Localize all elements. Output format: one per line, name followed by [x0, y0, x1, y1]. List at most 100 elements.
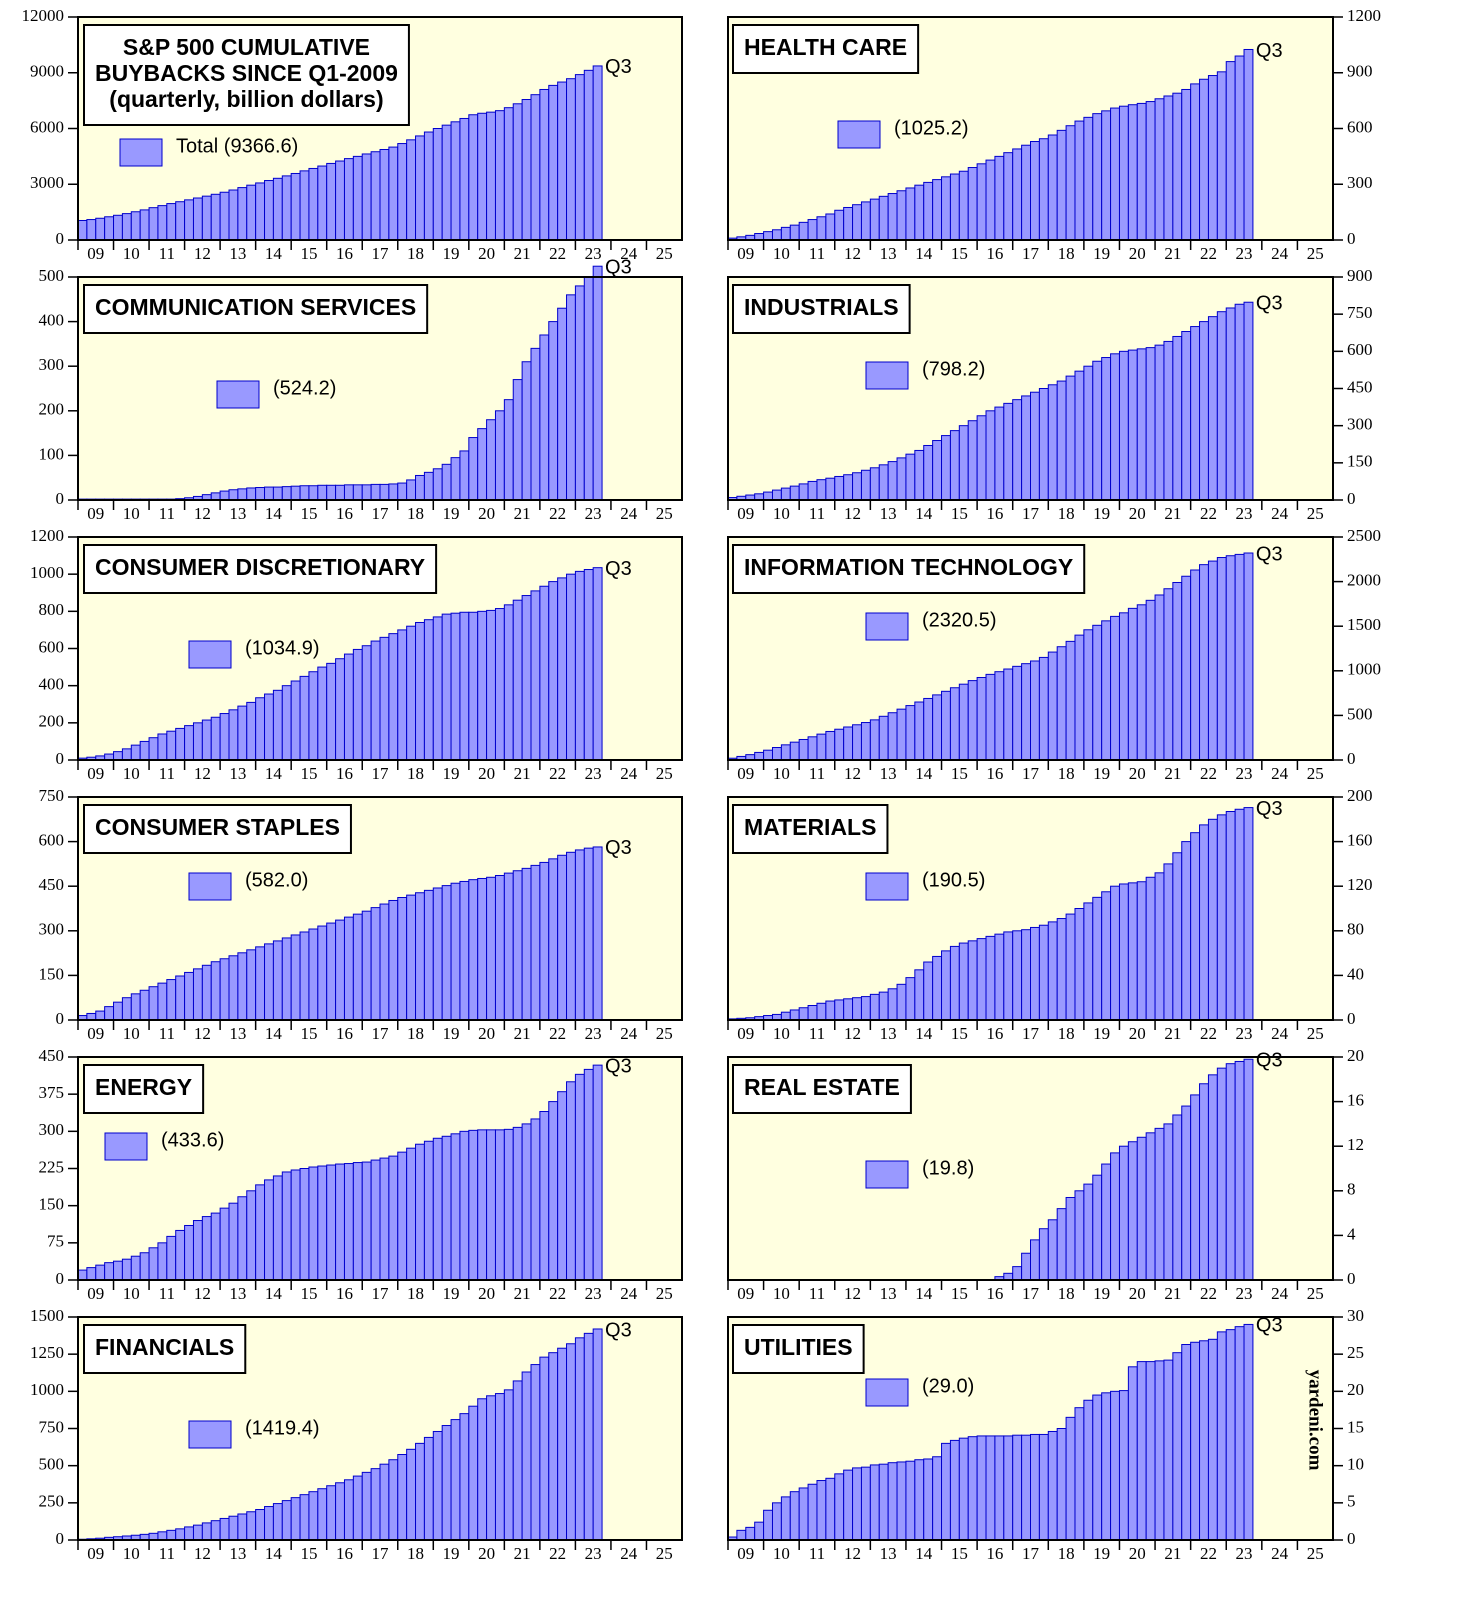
- bar: [1110, 615, 1120, 761]
- x-tick-label: 25: [1307, 1544, 1324, 1563]
- bar: [1021, 663, 1032, 761]
- y-tick-label: 40: [1347, 964, 1364, 983]
- bar: [1136, 1361, 1147, 1541]
- bar: [459, 450, 470, 501]
- x-tick-label: 25: [1307, 1284, 1324, 1303]
- bar: [299, 170, 310, 241]
- bar: [1074, 908, 1085, 1021]
- y-tick-label: 1500: [30, 1306, 64, 1325]
- bar: [415, 621, 425, 761]
- bar: [77, 219, 88, 241]
- bar: [246, 701, 257, 761]
- y-tick-label: 80: [1347, 920, 1364, 939]
- bar: [1021, 1434, 1032, 1541]
- bar: [219, 1517, 230, 1541]
- bar: [237, 187, 248, 241]
- bar: [192, 722, 203, 761]
- bar: [1092, 1394, 1103, 1541]
- bar: [994, 933, 1005, 1021]
- bar: [139, 1252, 150, 1281]
- panel: 0 40 80 120 160 200 09 10 11 12 13 14 15 16 17 18 19 20 21…: [727, 786, 1373, 1043]
- bar: [932, 440, 943, 501]
- bar: [1199, 78, 1209, 241]
- bar: [361, 645, 372, 761]
- bar: [459, 1130, 470, 1281]
- bar: [976, 415, 987, 501]
- y-tick-label: 450: [1347, 377, 1373, 396]
- x-tick-label: 24: [620, 1544, 638, 1563]
- legend-swatch: [216, 380, 260, 409]
- x-tick-label: 19: [1093, 1024, 1110, 1043]
- chart-title: BUYBACKS SINCE Q1-2009: [95, 60, 398, 86]
- bar: [539, 1356, 550, 1541]
- x-tick-label: 21: [514, 1284, 531, 1303]
- x-tick-label: 21: [1164, 1284, 1181, 1303]
- bar: [566, 573, 576, 761]
- bar: [1101, 357, 1112, 501]
- bar: [299, 485, 310, 501]
- bar: [869, 993, 880, 1021]
- chart-title: INDUSTRIALS: [744, 294, 899, 320]
- bar: [459, 117, 470, 241]
- bar: [388, 633, 399, 761]
- bar: [1199, 321, 1209, 501]
- x-tick-label: 13: [229, 244, 246, 263]
- y-tick-label: 1250: [30, 1343, 64, 1362]
- bar: [905, 1460, 916, 1541]
- legend-swatch: [865, 612, 909, 641]
- bar: [1030, 391, 1040, 501]
- x-tick-label: 15: [300, 1544, 317, 1563]
- bar: [1047, 384, 1058, 501]
- bar: [299, 1168, 310, 1281]
- bar: [1225, 555, 1236, 761]
- title-box: [732, 1064, 912, 1114]
- x-tick-label: 21: [514, 1544, 531, 1563]
- bar: [272, 177, 283, 241]
- bar: [166, 979, 177, 1021]
- x-tick-label: 10: [773, 1024, 790, 1043]
- bar: [1127, 1366, 1138, 1541]
- bar: [228, 955, 239, 1021]
- bar: [869, 1464, 880, 1541]
- x-tick-label: 18: [407, 1544, 424, 1563]
- bar: [1190, 569, 1201, 761]
- bar: [834, 475, 845, 501]
- y-tick-label: 5: [1347, 1492, 1356, 1511]
- bar: [958, 683, 969, 761]
- bar: [432, 468, 443, 501]
- x-tick-label: 25: [1307, 1024, 1324, 1043]
- bar: [219, 490, 230, 501]
- bar: [335, 1482, 345, 1541]
- x-tick-label: 17: [372, 1544, 390, 1563]
- bar: [932, 179, 943, 241]
- bar: [1056, 380, 1067, 501]
- bar: [878, 195, 889, 241]
- bar: [113, 1001, 123, 1021]
- bar: [887, 1462, 898, 1541]
- x-tick-label: 16: [336, 504, 353, 523]
- bar: [530, 347, 541, 501]
- annotation: Q3: [605, 256, 632, 278]
- bar: [967, 420, 978, 501]
- x-tick-label: 18: [1058, 244, 1075, 263]
- y-tick-label: 1000: [1347, 660, 1381, 679]
- y-tick-label: 500: [39, 1455, 65, 1474]
- bar: [592, 65, 603, 241]
- x-tick-label: 24: [620, 1024, 638, 1043]
- bar: [335, 658, 345, 761]
- bar: [210, 961, 221, 1021]
- y-tick-label: 600: [1347, 340, 1373, 359]
- y-tick-label: 500: [39, 266, 65, 285]
- bar: [166, 730, 177, 761]
- y-tick-label: 150: [1347, 452, 1373, 471]
- bar: [415, 135, 425, 241]
- bar: [976, 676, 987, 761]
- panel: 0 3000 6000 9000 12000 09 10 11 12 13 14 15 16 17 18 19…: [22, 6, 683, 263]
- bar: [326, 662, 337, 761]
- x-tick-label: 17: [372, 1284, 390, 1303]
- bar: [130, 211, 141, 241]
- bar: [807, 1005, 818, 1021]
- y-tick-label: 12: [1347, 1135, 1364, 1154]
- chart-title: (quarterly, billion dollars): [109, 86, 383, 112]
- bar: [406, 479, 417, 501]
